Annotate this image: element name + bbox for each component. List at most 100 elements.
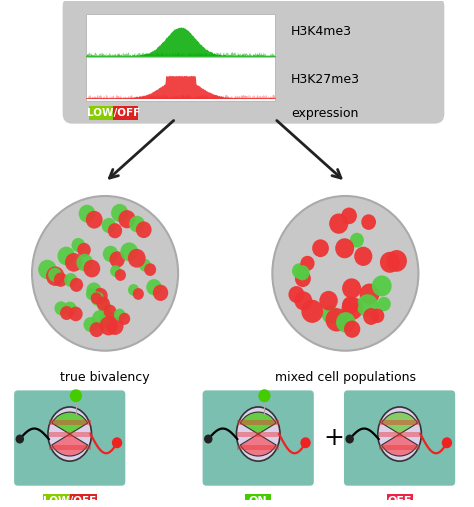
Circle shape: [72, 238, 85, 252]
Circle shape: [101, 218, 116, 233]
Circle shape: [301, 300, 323, 323]
Circle shape: [112, 437, 122, 448]
FancyBboxPatch shape: [43, 494, 70, 507]
Wedge shape: [382, 434, 418, 456]
Circle shape: [377, 297, 391, 311]
FancyBboxPatch shape: [379, 445, 420, 450]
Circle shape: [70, 389, 82, 402]
Circle shape: [133, 288, 144, 300]
Circle shape: [32, 196, 178, 351]
Circle shape: [98, 300, 111, 313]
FancyBboxPatch shape: [202, 390, 314, 486]
Circle shape: [380, 252, 400, 273]
FancyBboxPatch shape: [379, 420, 420, 424]
FancyBboxPatch shape: [387, 494, 412, 507]
Circle shape: [319, 291, 338, 310]
Circle shape: [109, 251, 125, 268]
FancyBboxPatch shape: [70, 494, 97, 507]
FancyBboxPatch shape: [237, 445, 279, 450]
Circle shape: [55, 301, 68, 315]
Circle shape: [76, 254, 93, 271]
Circle shape: [144, 263, 156, 276]
Circle shape: [336, 312, 356, 333]
Circle shape: [295, 270, 311, 287]
FancyBboxPatch shape: [89, 106, 113, 120]
Circle shape: [329, 213, 348, 234]
Circle shape: [118, 210, 136, 228]
Circle shape: [128, 249, 146, 268]
Circle shape: [289, 286, 304, 303]
FancyBboxPatch shape: [49, 432, 91, 437]
Circle shape: [91, 293, 102, 304]
Circle shape: [65, 253, 82, 272]
Circle shape: [342, 297, 363, 320]
Circle shape: [342, 297, 358, 314]
Circle shape: [153, 284, 168, 301]
Circle shape: [120, 242, 138, 261]
FancyBboxPatch shape: [86, 14, 275, 101]
Circle shape: [92, 310, 110, 329]
Circle shape: [129, 215, 145, 232]
FancyBboxPatch shape: [344, 390, 455, 486]
Text: ON: ON: [249, 496, 267, 505]
Text: mixed cell populations: mixed cell populations: [275, 371, 416, 384]
Circle shape: [54, 272, 67, 287]
Circle shape: [361, 214, 376, 230]
Circle shape: [83, 260, 100, 277]
Circle shape: [357, 294, 378, 317]
Circle shape: [146, 279, 162, 296]
Circle shape: [16, 434, 24, 444]
Circle shape: [86, 282, 101, 298]
Circle shape: [60, 306, 73, 320]
Text: +: +: [323, 426, 344, 450]
Circle shape: [86, 288, 97, 300]
Circle shape: [326, 308, 347, 332]
Circle shape: [354, 247, 373, 266]
Circle shape: [110, 265, 121, 277]
FancyBboxPatch shape: [245, 494, 271, 507]
Circle shape: [103, 246, 118, 262]
Circle shape: [301, 437, 311, 448]
Circle shape: [111, 204, 128, 222]
Circle shape: [86, 211, 103, 229]
Circle shape: [350, 233, 364, 247]
FancyBboxPatch shape: [63, 0, 444, 124]
Circle shape: [341, 207, 357, 224]
Circle shape: [63, 302, 77, 316]
Text: true bivalency: true bivalency: [60, 371, 150, 384]
Ellipse shape: [237, 407, 280, 461]
FancyBboxPatch shape: [113, 106, 138, 120]
Circle shape: [346, 434, 354, 444]
Circle shape: [38, 260, 56, 279]
Circle shape: [204, 434, 212, 444]
Ellipse shape: [48, 407, 91, 461]
Circle shape: [360, 283, 379, 305]
Circle shape: [114, 309, 125, 321]
Circle shape: [77, 243, 91, 257]
Circle shape: [91, 292, 104, 306]
Text: H3K27me3: H3K27me3: [291, 73, 360, 86]
Circle shape: [128, 284, 139, 296]
Circle shape: [342, 278, 361, 299]
Circle shape: [442, 437, 452, 448]
FancyBboxPatch shape: [237, 432, 279, 437]
Wedge shape: [52, 434, 88, 456]
Circle shape: [64, 273, 77, 287]
Circle shape: [292, 263, 307, 279]
Text: LOW/OFF: LOW/OFF: [87, 108, 140, 118]
Circle shape: [295, 265, 310, 280]
Circle shape: [301, 256, 315, 271]
FancyBboxPatch shape: [14, 390, 125, 486]
Ellipse shape: [378, 407, 421, 461]
Circle shape: [99, 311, 116, 329]
Circle shape: [46, 266, 64, 286]
Circle shape: [107, 317, 124, 335]
Circle shape: [322, 305, 339, 323]
Text: OFF: OFF: [387, 496, 412, 505]
Circle shape: [97, 297, 110, 311]
Text: expression: expression: [291, 106, 358, 120]
FancyBboxPatch shape: [379, 432, 420, 437]
Circle shape: [139, 259, 151, 272]
Circle shape: [79, 205, 95, 223]
Circle shape: [93, 288, 108, 304]
